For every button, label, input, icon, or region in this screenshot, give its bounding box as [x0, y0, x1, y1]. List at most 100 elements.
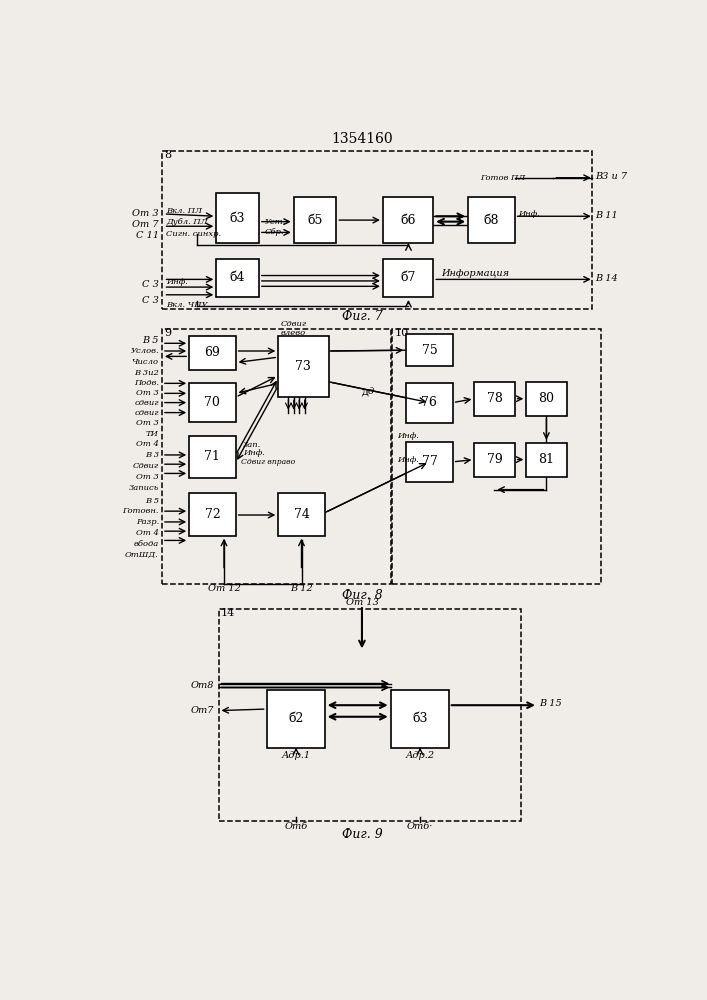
Bar — [189, 383, 235, 422]
Text: От 4: От 4 — [136, 529, 159, 537]
Text: В 12: В 12 — [290, 584, 313, 593]
Text: 10: 10 — [395, 328, 409, 338]
Text: Отб·: Отб· — [407, 822, 433, 831]
Text: 80: 80 — [539, 392, 554, 405]
Bar — [468, 197, 515, 243]
Text: сдвиг: сдвиг — [134, 399, 159, 407]
Text: Подв.: Подв. — [134, 379, 159, 387]
Text: В 3и2: В 3и2 — [134, 369, 159, 377]
Text: Фиг. 8: Фиг. 8 — [341, 589, 382, 602]
Text: Зап.: Зап. — [243, 441, 262, 449]
Text: Адр.1: Адр.1 — [281, 751, 310, 760]
Bar — [267, 690, 325, 748]
Bar — [526, 382, 566, 416]
Text: влево: влево — [281, 329, 305, 337]
Text: От 3: От 3 — [136, 389, 159, 397]
Text: д: д — [368, 387, 373, 396]
Text: 72: 72 — [204, 508, 221, 521]
Text: От 13: От 13 — [346, 598, 378, 607]
Text: 9: 9 — [164, 328, 172, 338]
Text: б8: б8 — [484, 214, 499, 227]
Text: С 3: С 3 — [142, 296, 159, 305]
Text: 75: 75 — [421, 344, 437, 357]
Bar — [383, 197, 433, 243]
Text: Уст.: Уст. — [265, 218, 286, 226]
Bar — [406, 334, 452, 366]
Text: Разр.: Разр. — [136, 518, 159, 526]
Text: Готов ПЛ: Готов ПЛ — [480, 174, 525, 182]
Text: Инф.: Инф. — [397, 456, 419, 464]
Text: Инф.: Инф. — [397, 432, 419, 440]
Text: От 3: От 3 — [136, 473, 159, 481]
Text: В 5: В 5 — [145, 497, 159, 505]
Text: 71: 71 — [204, 450, 221, 463]
Text: Услов.: Услов. — [130, 347, 159, 355]
Bar — [279, 493, 325, 536]
Text: 14: 14 — [221, 608, 235, 618]
Text: Сдвиг вправо: Сдвиг вправо — [241, 458, 296, 466]
Bar — [406, 442, 452, 482]
Text: Запись: Запись — [129, 484, 159, 492]
Text: д: д — [361, 387, 368, 397]
Text: От 12: От 12 — [208, 584, 240, 593]
Text: 81: 81 — [539, 453, 554, 466]
Bar — [474, 443, 515, 477]
Text: б3: б3 — [230, 212, 245, 225]
Text: В 15: В 15 — [539, 699, 562, 708]
Text: 69: 69 — [204, 346, 221, 359]
Text: 79: 79 — [486, 453, 503, 466]
Bar — [392, 329, 602, 584]
Text: Адр.2: Адр.2 — [406, 751, 435, 760]
Text: От 3: От 3 — [136, 419, 159, 427]
Text: От 4: От 4 — [136, 440, 159, 448]
Text: 77: 77 — [421, 455, 437, 468]
Text: Инф.: Инф. — [166, 278, 188, 286]
Text: От 7: От 7 — [132, 220, 159, 229]
Text: Число: Число — [132, 358, 159, 366]
Text: Инф.: Инф. — [243, 449, 265, 457]
Bar — [189, 493, 235, 536]
Text: б4: б4 — [230, 271, 245, 284]
Text: 1354160: 1354160 — [331, 132, 393, 146]
Text: Сбр.: Сбр. — [265, 228, 285, 236]
Bar — [383, 259, 433, 297]
Text: В 5: В 5 — [142, 336, 159, 345]
Text: б5: б5 — [308, 214, 323, 227]
Bar — [391, 690, 449, 748]
Text: Вкл. ПЛ: Вкл. ПЛ — [166, 207, 202, 215]
Bar — [218, 609, 521, 821]
Text: 70: 70 — [204, 396, 221, 409]
Text: С 3: С 3 — [142, 280, 159, 289]
Text: В 3: В 3 — [145, 451, 159, 459]
Text: ТИ: ТИ — [146, 430, 159, 438]
Text: 74: 74 — [293, 508, 310, 521]
Bar — [216, 193, 259, 243]
Text: Фиг. 9: Фиг. 9 — [341, 828, 382, 841]
Text: Инф.: Инф. — [518, 210, 540, 218]
Text: ОтШД.: ОтШД. — [125, 551, 159, 559]
Text: Отб: Отб — [284, 822, 308, 831]
Bar — [189, 336, 235, 370]
Bar — [162, 151, 592, 309]
Text: В 14: В 14 — [595, 274, 618, 283]
Bar — [162, 329, 391, 584]
Text: Сигн. синхр.: Сигн. синхр. — [166, 230, 221, 238]
Text: От8: От8 — [190, 681, 214, 690]
Text: Готовн.: Готовн. — [122, 507, 159, 515]
Bar — [216, 259, 259, 297]
Text: вбода: вбода — [134, 540, 159, 548]
Bar — [189, 436, 235, 478]
Text: 8: 8 — [164, 150, 172, 160]
Text: Информация: Информация — [441, 269, 509, 278]
Text: Дубл. ПЛ: Дубл. ПЛ — [166, 218, 207, 226]
Text: б6: б6 — [400, 214, 416, 227]
Bar — [293, 197, 337, 243]
Text: Фиг. 7: Фиг. 7 — [341, 310, 382, 323]
Bar — [526, 443, 566, 477]
Bar — [474, 382, 515, 416]
Text: сдвиг: сдвиг — [134, 409, 159, 417]
Text: б7: б7 — [400, 271, 416, 284]
Text: Вкл. ЧПУ: Вкл. ЧПУ — [166, 301, 207, 309]
Text: В 11: В 11 — [595, 211, 618, 220]
Bar — [279, 336, 329, 397]
